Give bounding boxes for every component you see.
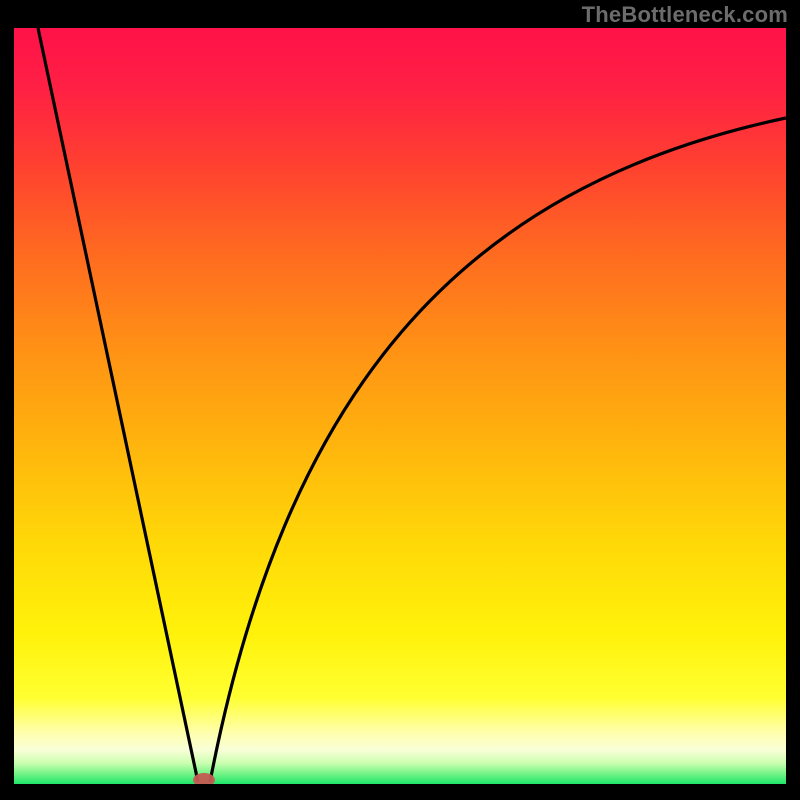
chart-plot-area (14, 28, 786, 784)
watermark-text: TheBottleneck.com (582, 2, 788, 28)
gradient-background (14, 28, 786, 784)
chart-svg (14, 28, 786, 784)
